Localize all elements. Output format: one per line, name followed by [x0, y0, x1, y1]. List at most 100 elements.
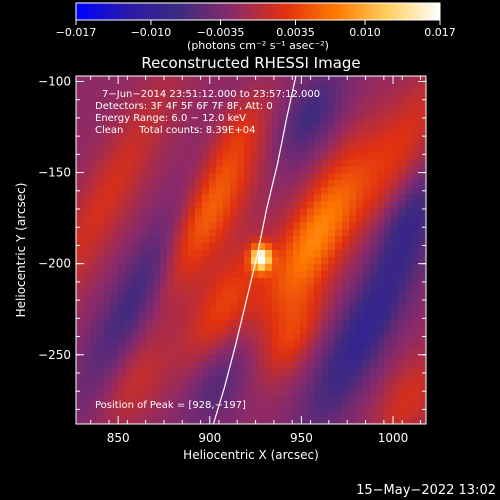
heatmap-cell — [97, 396, 105, 404]
heatmap-cell — [405, 208, 413, 216]
heatmap-cell — [286, 382, 294, 390]
heatmap-cell — [363, 382, 371, 390]
heatmap-cell — [181, 403, 189, 411]
heatmap-cell — [104, 319, 112, 328]
heatmap-cell — [412, 96, 420, 105]
heatmap-cell — [153, 403, 161, 411]
heatmap-cell — [181, 96, 189, 105]
heatmap-cell — [139, 117, 147, 126]
plot-frame — [75, 75, 427, 425]
heatmap-cell — [153, 417, 161, 424]
heatmap-cell — [174, 76, 182, 84]
heatmap-cell — [111, 417, 119, 424]
heatmap-cell — [216, 250, 224, 258]
heatmap-cell — [349, 243, 357, 251]
heatmap-cell — [90, 410, 98, 418]
heatmap-cell — [307, 201, 315, 209]
heatmap-cell — [118, 159, 126, 168]
heatmap-cell — [97, 298, 105, 307]
heatmap-cell — [188, 270, 196, 279]
heatmap-cell — [328, 222, 336, 230]
heatmap-cell — [405, 166, 413, 175]
heatmap-cell — [419, 284, 426, 293]
heatmap-cell — [188, 131, 196, 140]
heatmap-cell — [419, 333, 426, 342]
heatmap-cell — [125, 124, 133, 133]
heatmap-cell — [202, 194, 210, 202]
heatmap-cell — [195, 159, 203, 168]
heatmap-cell — [195, 263, 203, 272]
heatmap-cell — [167, 375, 175, 383]
heatmap-cell — [258, 138, 266, 147]
heatmap-cell — [258, 173, 266, 181]
heatmap-cell — [90, 194, 98, 202]
heatmap-cell — [167, 236, 175, 244]
heatmap-cell — [167, 173, 175, 181]
heatmap-cell — [314, 354, 322, 362]
heatmap-cell — [356, 333, 364, 342]
heatmap-cell — [146, 138, 154, 147]
heatmap-cell — [230, 291, 238, 300]
heatmap-cell — [356, 201, 364, 209]
heatmap-cell — [230, 319, 238, 328]
heatmap-cell — [293, 354, 301, 362]
heatmap-cell — [265, 124, 273, 133]
heatmap-cell — [118, 96, 126, 105]
heatmap-cell — [97, 208, 105, 216]
heatmap-cell — [356, 382, 364, 390]
heatmap-cell — [188, 250, 196, 258]
heatmap-cell — [195, 361, 203, 369]
heatmap-cell — [251, 270, 259, 279]
heatmap-cell — [342, 291, 350, 300]
heatmap-cell — [279, 124, 287, 133]
heatmap-cell — [223, 417, 231, 424]
heatmap-cell — [230, 159, 238, 168]
heatmap-cell — [230, 354, 238, 362]
heatmap-cell — [314, 368, 322, 376]
heatmap-cell — [251, 117, 259, 126]
heatmap-cell — [132, 305, 140, 314]
heatmap-cell — [321, 270, 329, 279]
heatmap-cell — [328, 110, 336, 119]
heatmap-cell — [230, 312, 238, 321]
heatmap-cell — [405, 368, 413, 376]
heatmap-cell — [384, 270, 392, 279]
heatmap-cell — [223, 410, 231, 418]
heatmap-cell — [356, 270, 364, 279]
heatmap-cell — [363, 243, 371, 251]
heatmap-cell — [132, 298, 140, 307]
heatmap-cell — [251, 277, 259, 286]
heatmap-cell — [405, 117, 413, 126]
heatmap-cell — [342, 152, 350, 161]
heatmap-cell — [377, 76, 385, 84]
heatmap-cell — [265, 403, 273, 411]
heatmap-cell — [153, 243, 161, 251]
heatmap-cell — [279, 256, 287, 265]
heatmap-cell — [272, 361, 280, 369]
heatmap-cell — [335, 256, 343, 265]
heatmap-cell — [251, 229, 259, 237]
heatmap-cell — [83, 291, 91, 300]
heatmap-cell — [300, 173, 308, 181]
heatmap-cell — [125, 215, 133, 223]
heatmap-cell — [97, 277, 105, 286]
heatmap-cell — [286, 396, 294, 404]
heatmap-cell — [370, 417, 378, 424]
heatmap-cell — [293, 82, 301, 91]
heatmap-cell — [195, 319, 203, 328]
heatmap-cell — [363, 110, 371, 119]
heatmap-cell — [300, 124, 308, 133]
heatmap-cell — [83, 236, 91, 244]
heatmap-cell — [174, 187, 182, 195]
heatmap-cell — [272, 208, 280, 216]
heatmap-cell — [293, 284, 301, 293]
heatmap-cell — [111, 89, 119, 98]
heatmap-cell — [398, 375, 406, 383]
heatmap-cell — [181, 82, 189, 91]
heatmap-cell — [209, 291, 217, 300]
heatmap-cell — [398, 215, 406, 223]
heatmap-cell — [405, 396, 413, 404]
heatmap-cell — [349, 138, 357, 147]
heatmap-cell — [300, 229, 308, 237]
heatmap-cell — [209, 131, 217, 140]
